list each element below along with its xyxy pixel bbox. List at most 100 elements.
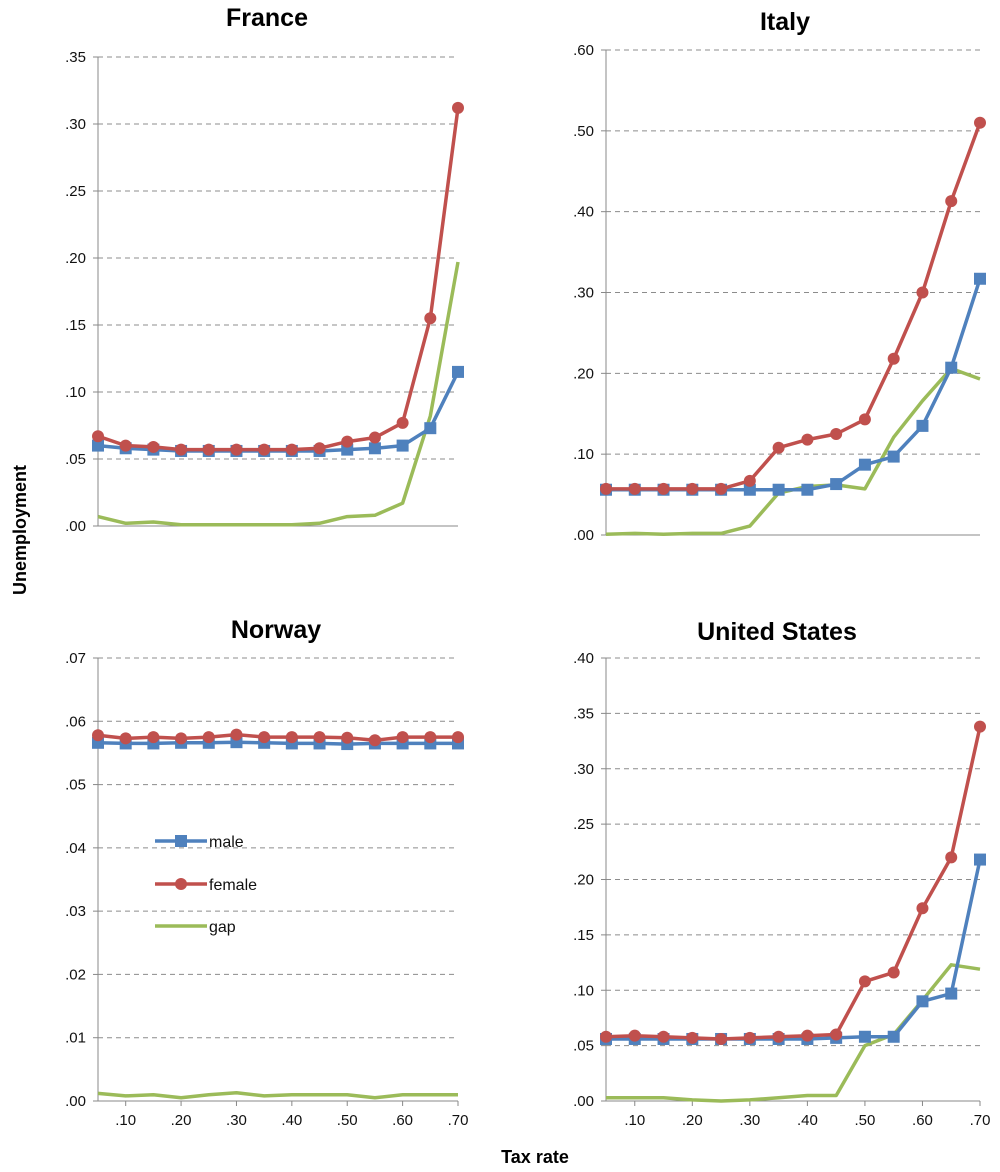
x-tick-label: .20 [682,1112,703,1129]
x-tick-label: .30 [739,1112,760,1129]
data-point-female [396,416,409,429]
data-point-female [628,1029,641,1042]
data-point-female [715,1032,728,1045]
y-tick-label: .05 [573,1038,594,1055]
y-tick-label: .20 [573,872,594,889]
y-tick-label: .10 [65,384,86,401]
y-tick-label: .06 [65,713,86,730]
data-point-female [945,195,958,208]
data-point-female [258,443,271,456]
data-point-female [147,731,160,744]
data-point-female [916,286,929,299]
y-tick-label: .00 [65,518,86,535]
legend-label: female [209,877,257,894]
data-point-female [202,731,215,744]
data-point-female [743,1031,756,1044]
data-point-female [147,440,160,453]
series-male [600,272,986,496]
y-tick-label: .30 [573,285,594,302]
data-point-female [974,720,986,733]
y-tick-label: .25 [573,816,594,833]
x-tick-label: .30 [226,1112,247,1129]
data-point-female [285,731,298,744]
data-point-male [772,483,785,496]
data-point-female [801,433,814,446]
y-tick-label: .50 [573,123,594,140]
series-gap [97,261,460,527]
data-point-male [743,483,756,496]
series-line-male [606,278,982,492]
data-point-male [858,458,871,471]
series-line-gap [605,366,981,536]
panel-title: United States [697,618,857,646]
x-tick-label: .50 [854,1112,875,1129]
data-point-male [858,1030,871,1043]
panel-title: France [226,4,308,32]
data-point-female [715,482,728,495]
y-tick-label: .05 [65,451,86,468]
panel-united-states: United States .00 .05 .10 .15 .20 .25 .30 .35 .40… [573,618,990,1129]
y-tick-label: .04 [65,840,86,857]
y-tick-label: .15 [573,927,594,944]
data-point-female [858,413,871,426]
panel-title: Norway [231,616,321,644]
data-point-female [313,731,326,744]
data-point-male [945,987,958,1000]
data-point-male [92,439,104,452]
data-point-female [830,427,843,440]
data-point-female [600,1030,612,1043]
data-point-female [452,731,464,744]
data-point-female [175,732,188,745]
y-tick-label: .15 [65,317,86,334]
data-point-male [887,1030,900,1043]
data-point-female [396,731,409,744]
legend-item-male: male [155,834,244,851]
x-tick-label: .60 [392,1112,413,1129]
series-male [600,853,986,1045]
data-point-female [258,731,271,744]
x-tick-label: .20 [171,1112,192,1129]
data-point-female [92,729,104,742]
data-point-female [945,851,958,864]
data-point-male [974,272,986,285]
series-line-female [605,726,982,1041]
y-tick-label: .30 [65,116,86,133]
series-line-gap [97,1091,458,1100]
y-tick-label: .30 [573,761,594,778]
data-point-female [368,734,381,747]
data-point-female [202,443,215,456]
y-tick-label: .00 [573,527,594,544]
panel-norway: Norway .00 .01 .02 .03 .04 .05 .06 .07 .10 .20 .30.… [65,616,468,1129]
y-tick-label: .35 [65,49,86,66]
data-point-female [801,1029,814,1042]
panel-title: Italy [760,8,810,36]
y-tick-label: .10 [573,446,594,463]
legend-marker [175,835,187,847]
series-line-female [606,122,982,491]
data-point-male [945,361,958,374]
data-point-female [887,352,900,365]
data-point-female [743,474,756,487]
y-tick-label: .40 [573,650,594,667]
x-axis-label: Tax rate [501,1147,569,1167]
data-point-female [452,101,464,114]
legend: male female gap [155,834,257,936]
legend-label: gap [209,919,236,936]
y-tick-label: .60 [573,42,594,59]
y-tick-label: .00 [65,1093,86,1110]
data-point-female [887,966,900,979]
x-tick-label: .10 [115,1112,136,1129]
data-point-female [830,1028,843,1041]
data-point-male [396,439,409,452]
series-line-gap [97,261,460,527]
legend-item-female: female [155,877,257,894]
data-point-female [424,312,437,325]
series-female [600,720,986,1045]
y-tick-label: .01 [65,1030,86,1047]
data-point-female [175,443,188,456]
data-point-female [628,482,641,495]
data-point-female [600,482,612,495]
panel-france: France .00 .05 .10 .15 .20 .25 .30 .35 [65,4,464,535]
data-point-female [119,732,132,745]
